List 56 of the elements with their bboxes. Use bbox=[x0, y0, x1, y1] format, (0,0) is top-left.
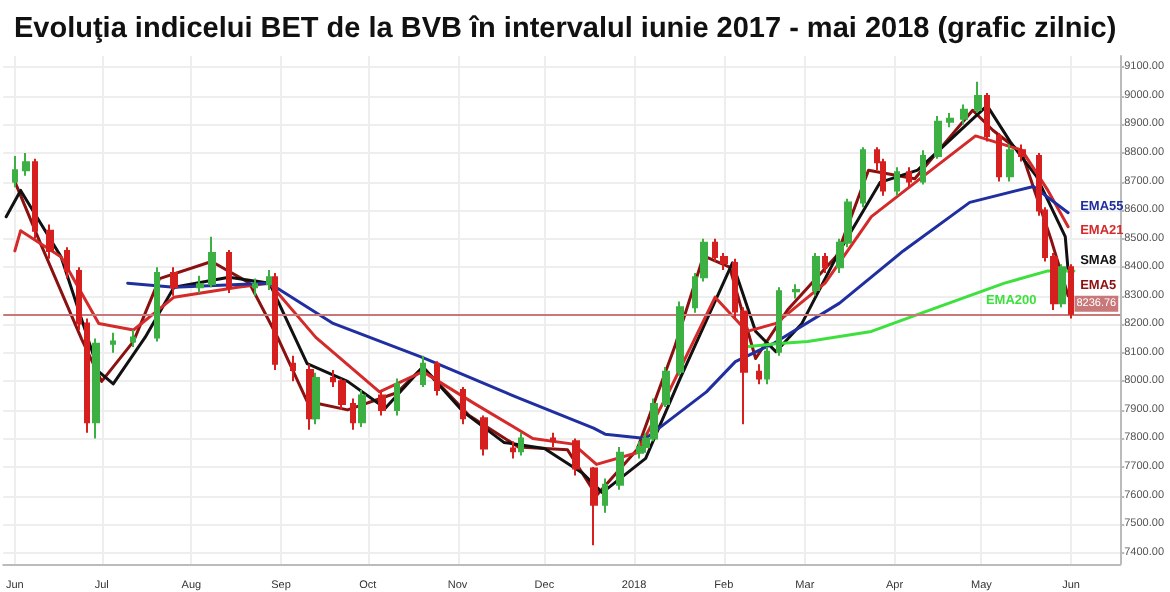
candlestick bbox=[510, 440, 516, 460]
candlestick bbox=[776, 286, 782, 357]
candlestick bbox=[662, 366, 670, 409]
candlestick bbox=[312, 371, 320, 426]
candlestick bbox=[1068, 263, 1074, 320]
candlestick bbox=[480, 414, 488, 457]
candlestick bbox=[792, 283, 800, 300]
candlestick bbox=[920, 149, 926, 186]
candlestick bbox=[822, 251, 828, 274]
line-series bbox=[126, 184, 1070, 440]
candlestick bbox=[110, 331, 116, 354]
candlestick bbox=[756, 363, 762, 386]
candlestick bbox=[46, 223, 54, 260]
candlestick bbox=[378, 388, 386, 417]
candlestick bbox=[64, 246, 70, 280]
candlestick bbox=[946, 112, 954, 129]
candlestick bbox=[208, 235, 216, 289]
candlestick bbox=[860, 146, 866, 209]
candlestick bbox=[394, 377, 400, 417]
candlestick bbox=[12, 154, 18, 189]
candlestick bbox=[266, 269, 272, 292]
candlestick bbox=[272, 271, 278, 371]
candlestick bbox=[170, 266, 178, 297]
candlestick bbox=[130, 328, 136, 349]
candlestick bbox=[460, 386, 466, 426]
candlestick bbox=[22, 152, 30, 177]
candlestick bbox=[434, 360, 440, 397]
candlestick bbox=[1018, 143, 1026, 163]
candlestick bbox=[338, 377, 346, 411]
candlestick bbox=[812, 251, 820, 297]
candlestick bbox=[960, 103, 968, 126]
candlestick bbox=[676, 300, 684, 377]
candlestick bbox=[196, 274, 204, 294]
candlestick bbox=[92, 337, 100, 440]
candlestick bbox=[420, 354, 426, 389]
candlestick bbox=[226, 249, 232, 294]
candlestick bbox=[1006, 143, 1014, 183]
candlestick bbox=[934, 114, 942, 160]
candlestick bbox=[290, 354, 296, 383]
candlestick bbox=[358, 388, 366, 429]
candlestick bbox=[894, 166, 900, 197]
candlestick bbox=[350, 397, 356, 431]
candlestick bbox=[974, 80, 982, 115]
candlestick bbox=[602, 477, 608, 514]
candlestick bbox=[252, 277, 258, 297]
chart-title: Evoluţia indicelui BET de la BVB în intervalul iunie 2017 - mai 2018 (grafic zilnic) bbox=[14, 13, 1117, 45]
candlestick bbox=[1058, 263, 1066, 309]
candlestick bbox=[550, 431, 556, 448]
candlestick bbox=[616, 445, 624, 491]
candlestick bbox=[518, 431, 524, 457]
candlestick bbox=[154, 266, 160, 343]
line-series bbox=[742, 269, 1076, 349]
candlestick bbox=[32, 157, 38, 240]
candlestick bbox=[906, 166, 912, 189]
candlestick bbox=[764, 346, 770, 386]
candlestick bbox=[636, 440, 644, 460]
